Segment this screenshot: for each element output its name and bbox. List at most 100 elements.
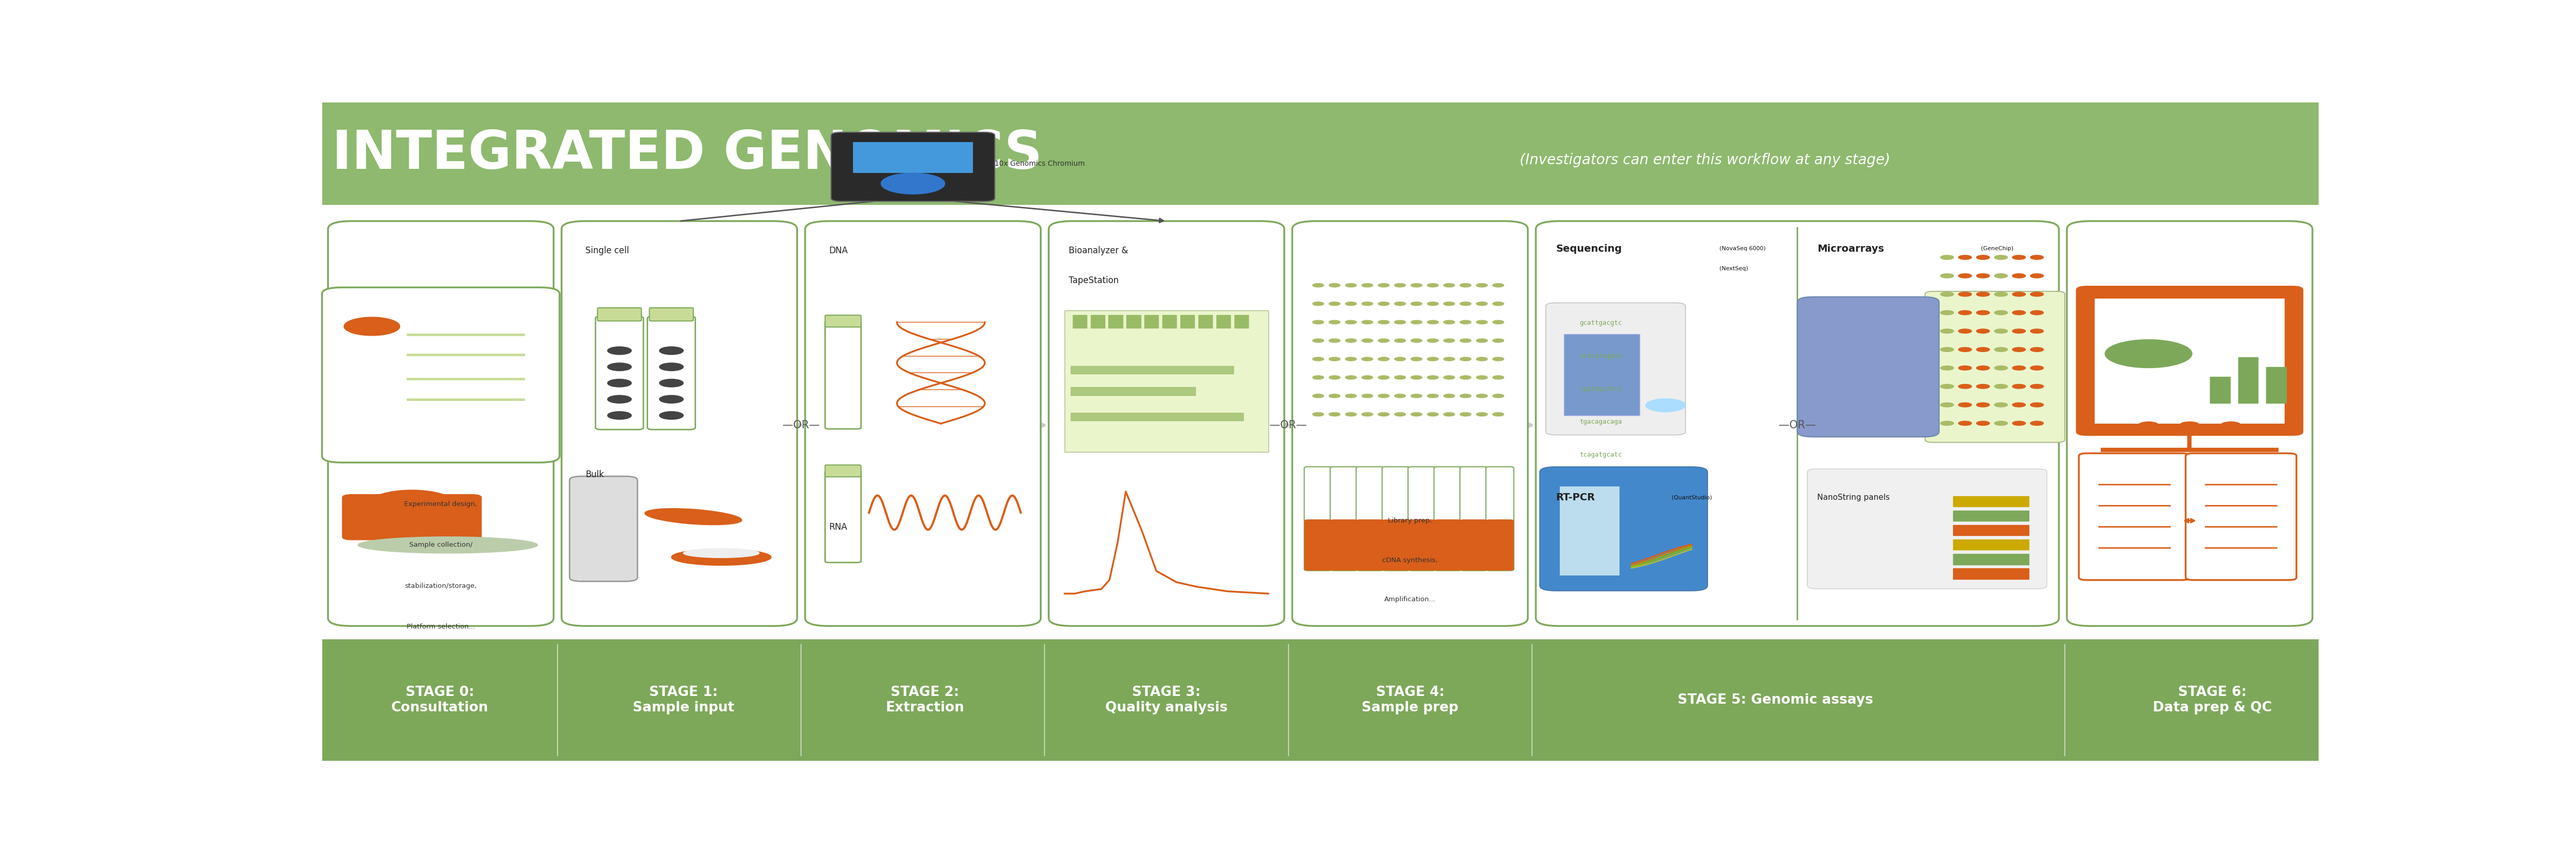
Circle shape [659, 379, 683, 387]
Circle shape [1940, 255, 1953, 260]
Circle shape [1394, 339, 1406, 343]
FancyBboxPatch shape [1486, 467, 1515, 570]
Circle shape [1363, 375, 1373, 380]
Circle shape [1940, 384, 1953, 388]
Text: STAGE 3:
Quality analysis: STAGE 3: Quality analysis [1105, 686, 1229, 715]
Circle shape [1994, 329, 2007, 333]
Circle shape [1976, 403, 1989, 407]
Text: STAGE 2:
Extraction: STAGE 2: Extraction [886, 686, 963, 715]
Circle shape [1412, 302, 1422, 305]
Text: —OR—: —OR— [1777, 420, 1816, 430]
Circle shape [1461, 357, 1471, 361]
Circle shape [1940, 422, 1953, 426]
Circle shape [608, 363, 631, 371]
Circle shape [1958, 310, 1971, 315]
Circle shape [1363, 321, 1373, 324]
Circle shape [2030, 274, 2043, 278]
FancyBboxPatch shape [569, 476, 636, 581]
Circle shape [1314, 302, 1324, 305]
Circle shape [1994, 347, 2007, 351]
Circle shape [1940, 403, 1953, 407]
Bar [1198, 315, 1213, 328]
Text: Experimental design,: Experimental design, [404, 501, 477, 508]
Bar [1144, 315, 1159, 328]
Circle shape [1976, 384, 1989, 388]
Circle shape [1476, 284, 1486, 287]
FancyBboxPatch shape [322, 287, 559, 463]
Circle shape [1461, 375, 1471, 380]
Circle shape [368, 490, 456, 519]
Circle shape [1476, 339, 1486, 343]
Circle shape [1476, 375, 1486, 380]
Circle shape [2030, 422, 2043, 426]
Circle shape [1363, 394, 1373, 398]
FancyBboxPatch shape [1409, 467, 1435, 570]
FancyBboxPatch shape [853, 142, 974, 173]
Circle shape [1345, 357, 1358, 361]
Bar [1090, 315, 1105, 328]
Circle shape [2012, 422, 2025, 426]
Circle shape [1476, 321, 1486, 324]
Circle shape [1412, 357, 1422, 361]
FancyBboxPatch shape [1808, 469, 2048, 589]
Circle shape [1314, 375, 1324, 380]
FancyBboxPatch shape [832, 133, 994, 202]
Text: NanoString panels: NanoString panels [1816, 493, 1891, 502]
Circle shape [2030, 255, 2043, 260]
Circle shape [2030, 329, 2043, 333]
Circle shape [1427, 375, 1437, 380]
Circle shape [1958, 329, 1971, 333]
FancyBboxPatch shape [647, 316, 696, 429]
Circle shape [1476, 357, 1486, 361]
Ellipse shape [672, 549, 770, 565]
Circle shape [1329, 412, 1340, 416]
Text: RT-PCR: RT-PCR [1556, 492, 1595, 503]
Circle shape [2012, 274, 2025, 278]
Circle shape [1378, 375, 1388, 380]
Circle shape [2012, 310, 2025, 315]
Circle shape [1329, 357, 1340, 361]
Circle shape [1443, 284, 1455, 287]
Text: —OR—: —OR— [783, 420, 819, 430]
Circle shape [608, 347, 631, 355]
FancyBboxPatch shape [1535, 221, 2058, 626]
Circle shape [1427, 412, 1437, 416]
FancyBboxPatch shape [824, 321, 860, 429]
Circle shape [1461, 302, 1471, 305]
Circle shape [2012, 347, 2025, 351]
FancyBboxPatch shape [2184, 453, 2295, 580]
Bar [1108, 315, 1123, 328]
Circle shape [2030, 292, 2043, 297]
Circle shape [1394, 412, 1406, 416]
Text: stabilization/storage,: stabilization/storage, [404, 582, 477, 589]
Circle shape [2012, 329, 2025, 333]
FancyBboxPatch shape [322, 640, 2318, 761]
Text: (QuantStudio): (QuantStudio) [1672, 495, 1713, 500]
Circle shape [659, 411, 683, 420]
Circle shape [1345, 321, 1358, 324]
Text: 10x Genomics Chromium: 10x Genomics Chromium [994, 160, 1084, 168]
Circle shape [1314, 321, 1324, 324]
Circle shape [1314, 284, 1324, 287]
Circle shape [659, 395, 683, 404]
Text: STAGE 6:
Data prep & QC: STAGE 6: Data prep & QC [2154, 686, 2272, 715]
Text: Single cell: Single cell [585, 246, 629, 256]
FancyBboxPatch shape [1486, 519, 1515, 570]
FancyBboxPatch shape [2066, 221, 2313, 626]
Bar [1072, 366, 1234, 374]
FancyBboxPatch shape [2094, 298, 2285, 424]
FancyBboxPatch shape [824, 315, 860, 327]
Circle shape [881, 173, 945, 194]
Circle shape [1492, 357, 1504, 361]
Bar [1953, 525, 2030, 535]
Circle shape [1378, 302, 1388, 305]
Text: Sequencing: Sequencing [1556, 244, 1623, 254]
Circle shape [1994, 403, 2007, 407]
FancyBboxPatch shape [1355, 519, 1383, 570]
Circle shape [1940, 347, 1953, 351]
Bar [1180, 315, 1195, 328]
FancyBboxPatch shape [1540, 467, 1708, 591]
Circle shape [1940, 310, 1953, 315]
Circle shape [1940, 366, 1953, 370]
Circle shape [1394, 394, 1406, 398]
